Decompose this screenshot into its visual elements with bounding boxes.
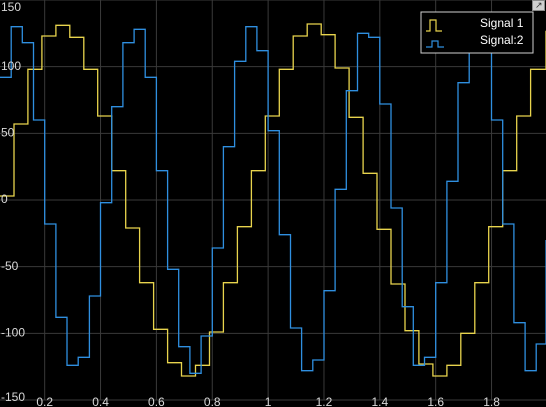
y-tick-label: 100 (1, 59, 21, 73)
x-tick-label: 1.2 (316, 395, 333, 407)
legend-toggle-button[interactable]: ↗ (532, 0, 545, 11)
y-axis-ticks: 150 100 50 0 -50 -100 -150 (1, 0, 25, 404)
legend-label-signal-1: Signal 1 (480, 16, 524, 30)
x-tick-label: 1.8 (483, 395, 500, 407)
x-tick-label: 1.6 (427, 395, 444, 407)
legend-toggle-icon: ↗ (535, 0, 543, 10)
x-tick-label: 1 (265, 395, 272, 407)
x-tick-label: 0.6 (148, 395, 165, 407)
legend-box (420, 11, 534, 54)
legend-swatch-signal-2 (426, 40, 444, 48)
legend-swatch-signal-1 (426, 19, 442, 32)
series-line-1 (0, 23, 546, 377)
x-axis-ticks: 0.2 0.4 0.6 0.8 1 1.2 1.4 1.6 1.8 (36, 395, 500, 407)
y-tick-label: 50 (1, 126, 15, 140)
x-tick-label: 0.8 (204, 395, 221, 407)
legend-label-signal-2: Signal:2 (480, 33, 524, 47)
y-tick-label: -50 (1, 259, 19, 273)
x-tick-label: 1.4 (371, 395, 388, 407)
x-tick-label: 0.2 (36, 395, 53, 407)
series-line-2 (0, 26, 546, 374)
series-layer (0, 23, 546, 377)
y-tick-label: -100 (1, 326, 25, 340)
x-tick-label: 0.4 (92, 395, 109, 407)
y-tick-label: 150 (1, 0, 21, 14)
y-tick-label: 0 (1, 192, 8, 206)
legend[interactable]: Signal 1 Signal:2 (420, 11, 534, 54)
y-tick-label: -150 (1, 390, 25, 404)
